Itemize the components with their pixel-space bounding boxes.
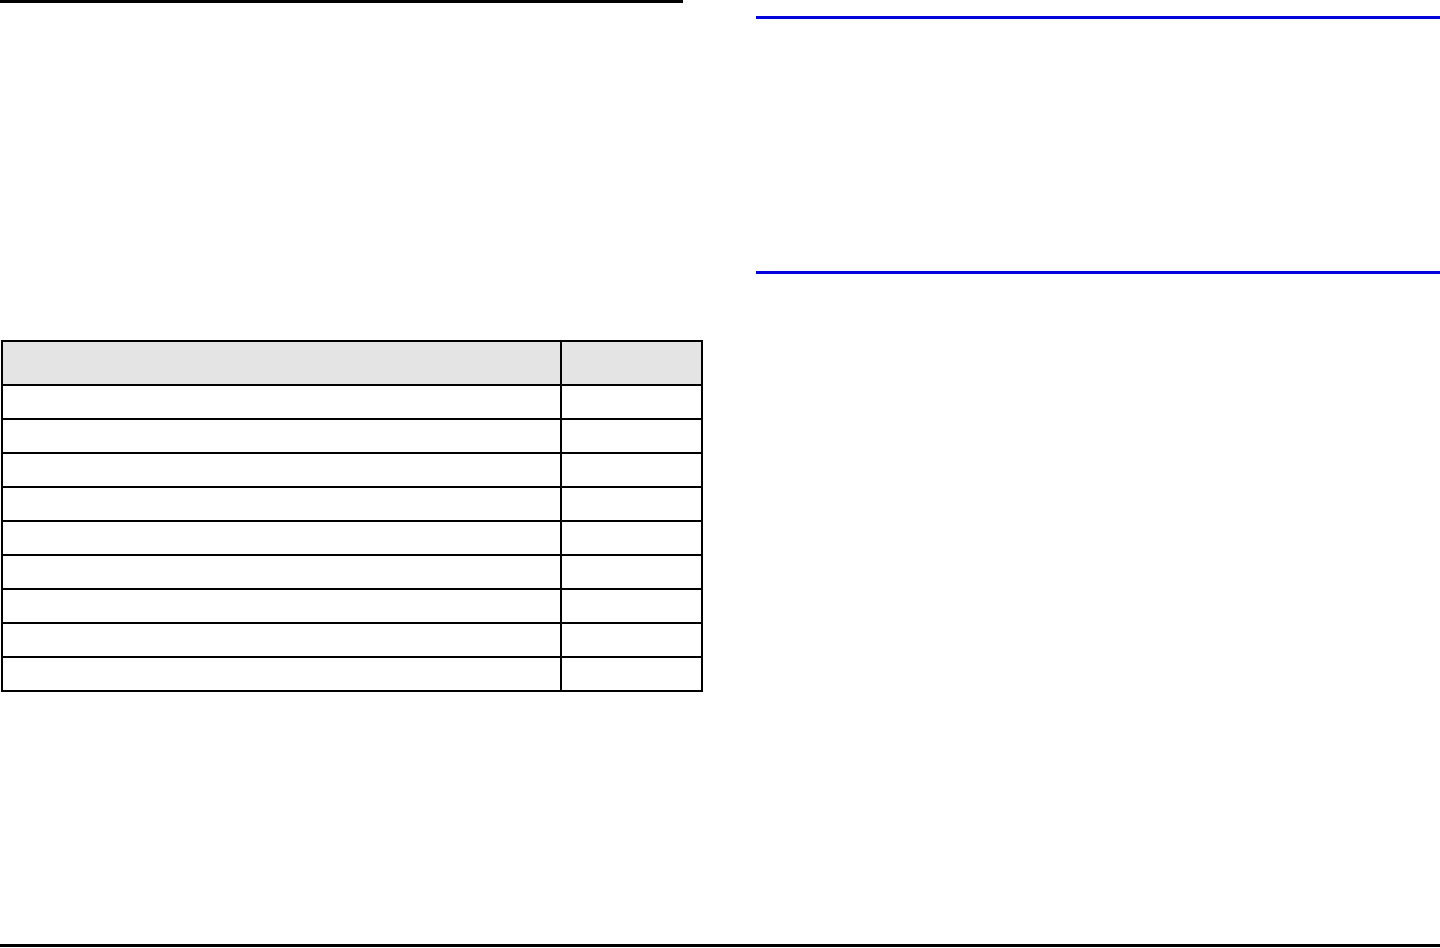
- right-column-rule-middle: [756, 271, 1440, 274]
- table-cell: [1, 486, 562, 522]
- table-cell: [560, 554, 703, 590]
- table-cell: [1, 520, 562, 556]
- left-header-rule-bottom: [0, 0, 683, 3]
- table-cell: [560, 622, 703, 658]
- table-cell: [560, 418, 703, 454]
- right-column-rule-top: [756, 16, 1440, 19]
- table-row: [1, 588, 703, 624]
- table-row: [1, 384, 703, 420]
- table-cell: [1, 384, 562, 420]
- table-row: [1, 622, 703, 658]
- table-row: [1, 520, 703, 556]
- table-cell: [1, 622, 562, 658]
- table-cell: [1, 452, 562, 488]
- table-row: [1, 486, 703, 522]
- table-body: [1, 384, 703, 692]
- table-cell: [560, 520, 703, 556]
- table-row: [1, 554, 703, 590]
- table-cell: [560, 452, 703, 488]
- table-cell: [1, 418, 562, 454]
- footer-rule: [0, 944, 1440, 947]
- table-cell: [560, 588, 703, 624]
- table-cell: [1, 588, 562, 624]
- table-header-cell-value: [560, 340, 703, 386]
- table-header-cell-main: [1, 340, 562, 386]
- table-header: [1, 340, 703, 386]
- table-cell: [560, 656, 703, 692]
- table-cell: [560, 384, 703, 420]
- data-table: [1, 340, 703, 692]
- table-row: [1, 656, 703, 692]
- table-cell: [1, 656, 562, 692]
- table-row: [1, 418, 703, 454]
- table-cell: [560, 486, 703, 522]
- table-cell: [1, 554, 562, 590]
- table-row: [1, 452, 703, 488]
- table-header-row: [1, 340, 703, 386]
